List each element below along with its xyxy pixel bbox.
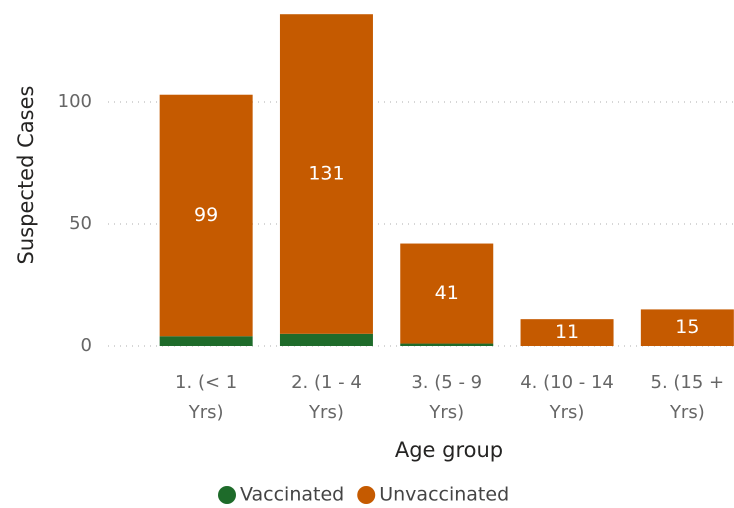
legend-marker [357, 486, 376, 504]
x-axis-title: Age group [395, 438, 503, 462]
legend-marker [218, 486, 236, 504]
data-label: 99 [194, 204, 218, 226]
legend-label: Unvaccinated [379, 484, 509, 506]
y-axis-title: Suspected Cases [14, 86, 38, 265]
bar-segment [279, 333, 373, 346]
x-tick-label: 5. (15 + Yrs) [651, 372, 725, 423]
data-label: 41 [435, 282, 459, 304]
bar-segment [159, 94, 253, 337]
x-tick-label: 4. (10 - 14 Yrs) [520, 372, 614, 423]
bar-segment [520, 319, 614, 346]
y-tick-label: 100 [58, 91, 92, 112]
bar-segment [400, 343, 494, 346]
bar-segment [640, 309, 734, 346]
x-tick-label: 2. (1 - 4 Yrs) [291, 372, 362, 423]
x-tick-label: 1. (< 1 Yrs) [175, 372, 237, 423]
legend-label: Vaccinated [240, 484, 344, 506]
data-label: 15 [675, 316, 699, 338]
y-tick-label: 0 [81, 335, 92, 356]
data-label: 131 [308, 163, 344, 185]
bar-segment [400, 243, 494, 344]
data-label: 11 [555, 321, 579, 343]
bar-segment [159, 336, 253, 346]
y-tick-label: 50 [69, 213, 92, 234]
x-tick-label: 3. (5 - 9 Yrs) [411, 372, 482, 423]
bar-segment [279, 14, 373, 334]
